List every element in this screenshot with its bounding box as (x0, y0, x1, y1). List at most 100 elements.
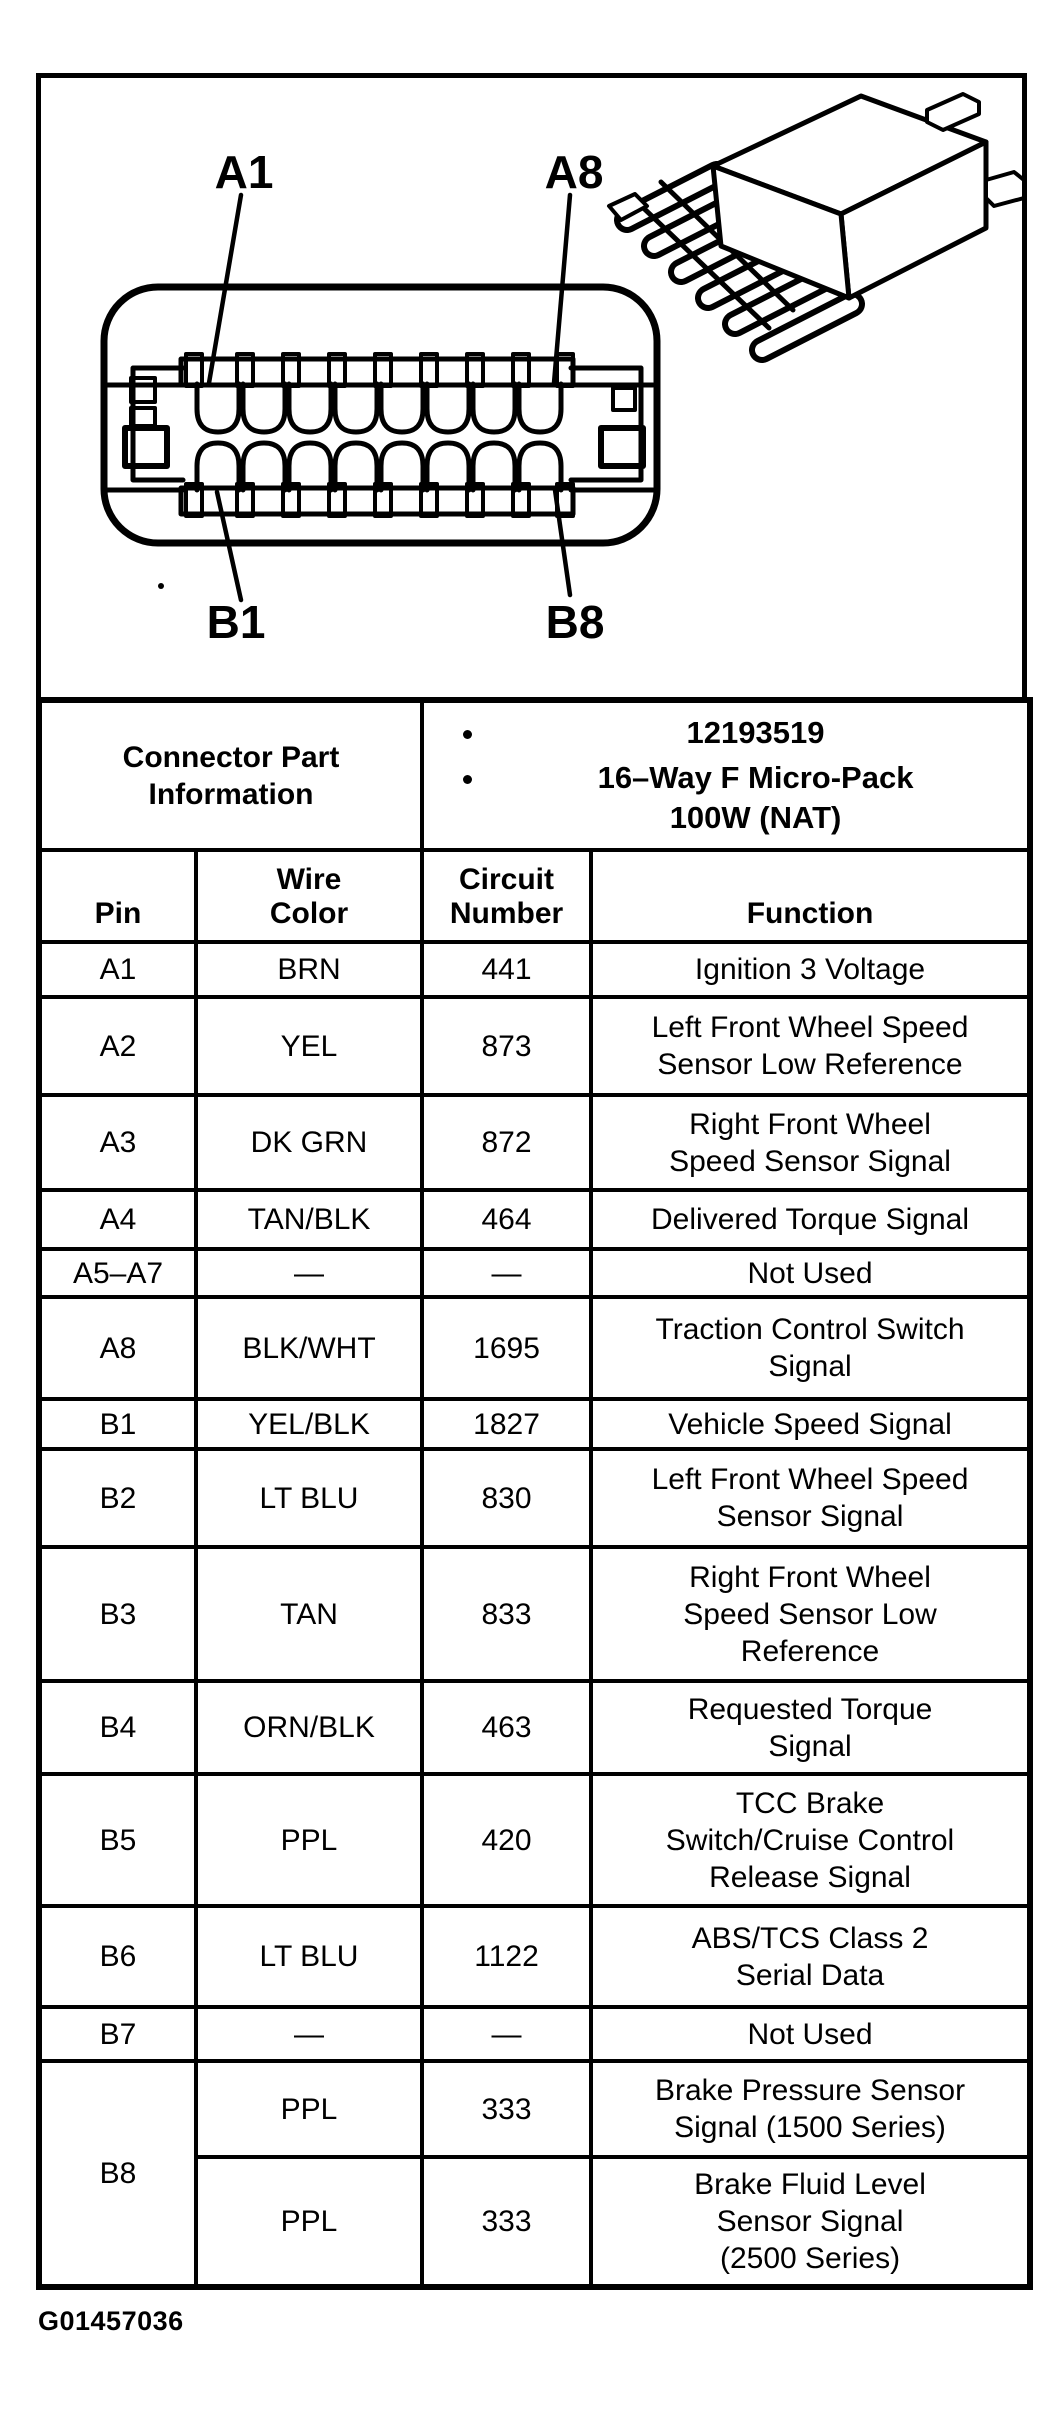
leader-line-a8 (551, 192, 573, 386)
wire-color-cell: ORN/BLK (193, 1679, 425, 1776)
wire-color-cell: PPL (193, 2155, 425, 2289)
pin-cell: A5–A7 (37, 1247, 198, 1299)
column-header-wire-line2: Color (269, 897, 349, 930)
function-cell: Left Front Wheel Speed Sensor Signal (589, 1447, 1033, 1549)
part-info-row: Connector Part Information 12193519 16–W… (36, 698, 1033, 852)
function-cell: Vehicle Speed Signal (589, 1397, 1033, 1451)
scan-speck (158, 583, 164, 589)
leader-line-a1 (206, 192, 244, 386)
wire-color-cell: YEL/BLK (193, 1397, 425, 1451)
function-cell: Not Used (589, 2005, 1033, 2063)
table-row: B3 TAN 833 Right Front Wheel Speed Senso… (37, 1545, 1033, 1683)
column-header-wire-color: Wire Color (193, 848, 425, 944)
circuit-number-cell: 1695 (420, 1295, 594, 1401)
circuit-number-cell: — (420, 1247, 594, 1299)
function-cell: Brake Pressure Sensor Signal (1500 Serie… (589, 2059, 1033, 2159)
function-cell: Not Used (589, 1247, 1033, 1299)
table-row: A1 BRN 441 Ignition 3 Voltage (37, 940, 1033, 999)
circuit-number-cell: 333 (420, 2155, 594, 2289)
connector-part-info-details: 12193519 16–Way F Micro-Pack 100W (NAT) (420, 698, 1033, 852)
pin-label-a1: A1 (215, 146, 274, 198)
pin-label-b8: B8 (546, 596, 605, 648)
function-cell: Left Front Wheel Speed Sensor Low Refere… (589, 995, 1033, 1097)
wire-color-cell: PPL (193, 1772, 425, 1908)
circuit-number-cell: 333 (420, 2059, 594, 2159)
wire-color-cell: — (193, 2005, 425, 2063)
function-cell: TCC Brake Switch/Cruise Control Release … (589, 1772, 1033, 1908)
table-row: A5–A7 — — Not Used (37, 1247, 1033, 1299)
table-row: A4 TAN/BLK 464 Delivered Torque Signal (37, 1188, 1033, 1251)
column-header-circuit-line2: Number (449, 897, 564, 930)
part-number-item: 12193519 (488, 713, 1023, 753)
wire-color-cell: TAN/BLK (193, 1188, 425, 1251)
column-header-wire-line1: Wire (276, 863, 342, 896)
pin-cell: A2 (37, 995, 198, 1097)
pin-cell: A4 (37, 1188, 198, 1251)
wire-color-cell: TAN (193, 1545, 425, 1683)
pin-cell: B4 (37, 1679, 198, 1776)
circuit-number-cell: 830 (420, 1447, 594, 1549)
table-row: A2 YEL 873 Left Front Wheel Speed Sensor… (37, 995, 1033, 1097)
figure-id: G01457036 (38, 2306, 184, 2336)
connector-diagram: A1 A8 B1 B8 (100, 92, 1022, 648)
connector-diagram-box: A1 A8 B1 B8 (36, 73, 1027, 702)
pin-label-b1: B1 (207, 596, 266, 648)
table-row: B1 YEL/BLK 1827 Vehicle Speed Signal (37, 1397, 1033, 1451)
connector-type-item: 16–Way F Micro-Pack 100W (NAT) (488, 758, 1023, 838)
wire-color-cell: DK GRN (193, 1093, 425, 1192)
wire-color-cell: BLK/WHT (193, 1295, 425, 1401)
circuit-number-cell: 872 (420, 1093, 594, 1192)
table-row: B6 LT BLU 1122 ABS/TCS Class 2 Serial Da… (37, 1904, 1033, 2009)
leader-line-b1 (214, 489, 244, 603)
circuit-number-cell: — (420, 2005, 594, 2063)
circuit-number-cell: 1827 (420, 1397, 594, 1451)
wire-color-cell: BRN (193, 940, 425, 999)
function-cell: Traction Control Switch Signal (589, 1295, 1033, 1401)
pin-cell: A3 (37, 1093, 198, 1192)
function-cell: Brake Fluid Level Sensor Signal (2500 Se… (589, 2155, 1033, 2289)
circuit-number-cell: 464 (420, 1188, 594, 1251)
circuit-number-cell: 441 (420, 940, 594, 999)
pin-cavities-row-b (194, 440, 564, 493)
circuit-number-cell: 463 (420, 1679, 594, 1776)
left-latch (122, 365, 186, 483)
column-header-pin-label: Pin (94, 897, 142, 930)
connector-part-info-title: Connector Part Information (36, 698, 425, 852)
function-cell: Delivered Torque Signal (589, 1188, 1033, 1251)
circuit-number-cell: 420 (420, 1772, 594, 1908)
table-row: A8 BLK/WHT 1695 Traction Control Switch … (37, 1295, 1033, 1401)
connector-face-drawing (100, 283, 661, 589)
column-header-circuit-number: Circuit Number (420, 848, 594, 944)
pin-cell: B7 (37, 2005, 198, 2063)
wire-color-cell: LT BLU (193, 1904, 425, 2009)
pin-cell: B3 (37, 1545, 198, 1683)
wire-color-cell: — (193, 1247, 425, 1299)
column-header-row: Pin Wire Color Circuit Number Function (37, 848, 1033, 944)
circuit-number-cell: 873 (420, 995, 594, 1097)
circuit-number-cell: 833 (420, 1545, 594, 1683)
wire-color-cell: YEL (193, 995, 425, 1097)
pinout-table: Connector Part Information 12193519 16–W… (36, 697, 1034, 2290)
table-row: B2 LT BLU 830 Left Front Wheel Speed Sen… (37, 1447, 1033, 1549)
function-cell: Right Front Wheel Speed Sensor Low Refer… (589, 1545, 1033, 1683)
table-row: A3 DK GRN 872 Right Front Wheel Speed Se… (37, 1093, 1033, 1192)
pin-cell: B1 (37, 1397, 198, 1451)
pin-cell: A8 (37, 1295, 198, 1401)
pin-cell: B6 (37, 1904, 198, 2009)
leader-line-b8 (552, 487, 573, 598)
pin-cell: B2 (37, 1447, 198, 1549)
connector-3d-illustration (607, 92, 1022, 363)
table-row: B7 — — Not Used (37, 2005, 1033, 2063)
function-cell: ABS/TCS Class 2 Serial Data (589, 1904, 1033, 2009)
pin-cell: B5 (37, 1772, 198, 1908)
circuit-number-cell: 1122 (420, 1904, 594, 2009)
wire-color-cell: PPL (193, 2059, 425, 2159)
pin-cell: A1 (37, 940, 198, 999)
table-row: B8 PPL 333 Brake Pressure Sensor Signal … (37, 2059, 1033, 2289)
function-cell: Ignition 3 Voltage (589, 940, 1033, 999)
pin-cavities-row-a (194, 381, 564, 435)
column-header-pin: Pin (37, 848, 198, 944)
pin-cell: B8 (37, 2059, 198, 2289)
pin-label-a8: A8 (545, 146, 604, 198)
